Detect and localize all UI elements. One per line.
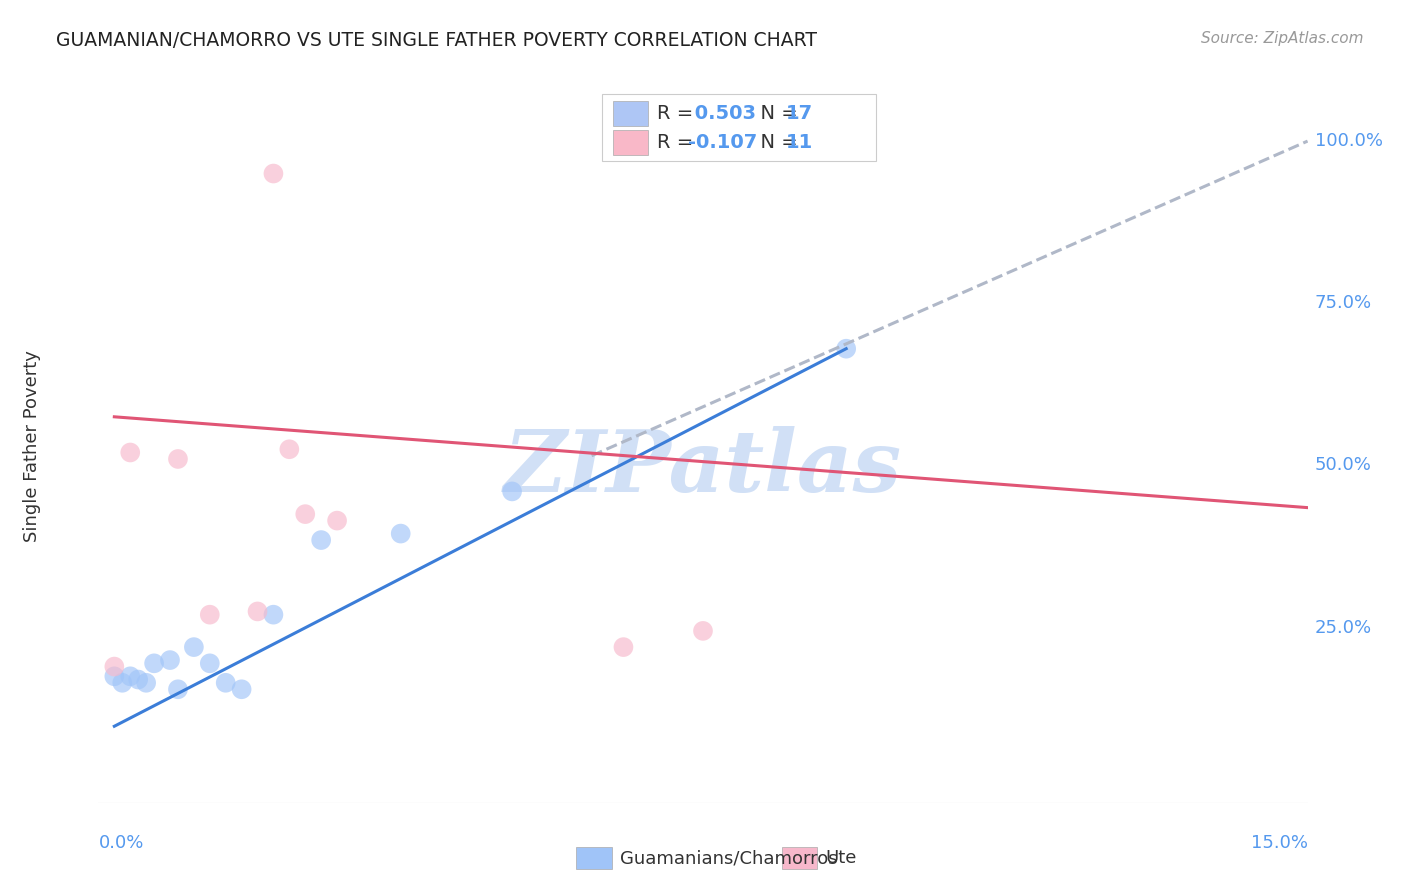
Point xyxy=(103,669,125,683)
Text: N =: N = xyxy=(748,103,804,123)
Point xyxy=(692,624,714,638)
Text: 25.0%: 25.0% xyxy=(1315,619,1372,637)
Point xyxy=(835,342,858,356)
Point xyxy=(103,659,125,673)
Point xyxy=(120,445,142,459)
Point xyxy=(198,607,221,622)
Text: 75.0%: 75.0% xyxy=(1315,294,1372,312)
Point xyxy=(111,675,134,690)
Text: R =: R = xyxy=(657,103,699,123)
Text: 0.0%: 0.0% xyxy=(98,834,143,852)
Point xyxy=(246,604,269,618)
Point xyxy=(309,533,332,547)
Point xyxy=(389,526,412,541)
Text: 15.0%: 15.0% xyxy=(1250,834,1308,852)
Text: Source: ZipAtlas.com: Source: ZipAtlas.com xyxy=(1201,31,1364,46)
Point xyxy=(159,653,181,667)
Point xyxy=(135,675,157,690)
Point xyxy=(198,657,221,671)
Text: Single Father Poverty: Single Father Poverty xyxy=(22,350,41,542)
Text: Ute: Ute xyxy=(825,849,856,867)
Point xyxy=(143,657,166,671)
Point xyxy=(215,675,238,690)
Text: N =: N = xyxy=(748,133,804,153)
Point xyxy=(278,442,301,457)
Text: ZIPatlas: ZIPatlas xyxy=(503,425,903,509)
Text: 100.0%: 100.0% xyxy=(1315,132,1382,150)
Point xyxy=(262,167,284,181)
Text: 17: 17 xyxy=(786,103,813,123)
Point xyxy=(326,514,349,528)
Point xyxy=(501,484,523,499)
Point xyxy=(183,640,205,654)
Text: GUAMANIAN/CHAMORRO VS UTE SINGLE FATHER POVERTY CORRELATION CHART: GUAMANIAN/CHAMORRO VS UTE SINGLE FATHER … xyxy=(56,31,817,50)
Text: 0.503: 0.503 xyxy=(688,103,755,123)
Point xyxy=(612,640,634,654)
Text: Guamanians/Chamorros: Guamanians/Chamorros xyxy=(620,849,838,867)
Point xyxy=(127,673,149,687)
Point xyxy=(294,507,316,521)
Point xyxy=(120,669,142,683)
Point xyxy=(262,607,284,622)
Text: R =: R = xyxy=(657,133,699,153)
Text: 50.0%: 50.0% xyxy=(1315,457,1371,475)
Point xyxy=(231,682,253,697)
Point xyxy=(167,452,190,467)
Text: 11: 11 xyxy=(786,133,813,153)
Text: -0.107: -0.107 xyxy=(688,133,756,153)
Point xyxy=(167,682,190,697)
